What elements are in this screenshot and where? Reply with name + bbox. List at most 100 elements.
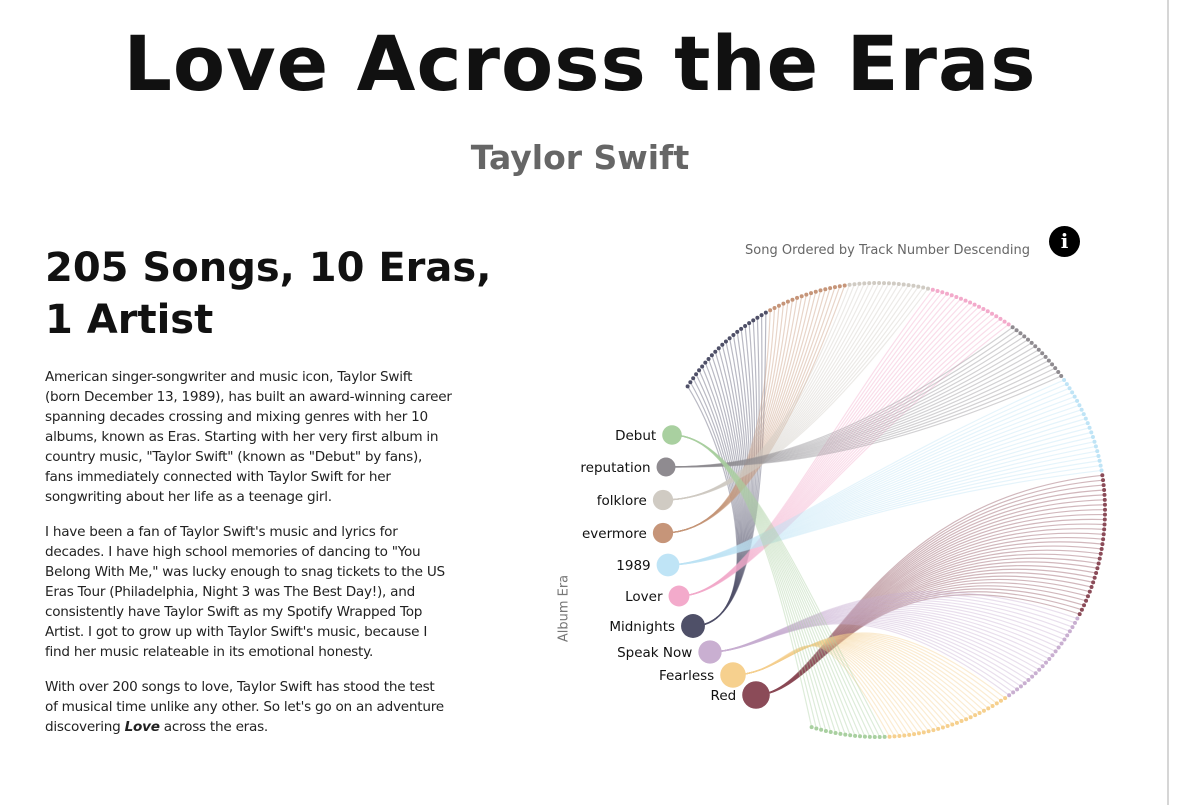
song-dot-speak-now[interactable] — [1075, 616, 1080, 621]
song-dot-debut[interactable] — [882, 734, 887, 739]
song-dot-1989[interactable] — [1062, 377, 1067, 382]
song-dot-red[interactable] — [1077, 612, 1082, 617]
song-dot-fearless[interactable] — [959, 719, 964, 724]
song-dot-speak-now[interactable] — [1037, 667, 1042, 672]
song-dot-red[interactable] — [1101, 478, 1106, 483]
song-dot-midnights[interactable] — [703, 360, 708, 365]
song-dot-speak-now[interactable] — [1033, 671, 1038, 676]
song-dot-red[interactable] — [1092, 575, 1097, 580]
song-dot-midnights[interactable] — [759, 313, 764, 318]
era-node-folklore[interactable] — [652, 489, 674, 511]
song-dot-reputation[interactable] — [1018, 331, 1023, 336]
song-dot-fearless[interactable] — [1003, 696, 1008, 701]
song-dot-debut[interactable] — [872, 734, 877, 739]
song-dot-fearless[interactable] — [968, 715, 973, 720]
song-dot-evermore[interactable] — [790, 297, 795, 302]
song-dot-red[interactable] — [1102, 487, 1107, 492]
song-dot-midnights[interactable] — [713, 349, 718, 354]
song-dot-evermore[interactable] — [823, 287, 828, 292]
era-node-lover[interactable] — [668, 585, 690, 607]
song-dot-debut[interactable] — [814, 726, 819, 731]
song-dot-lover[interactable] — [945, 291, 950, 296]
song-dot-fearless[interactable] — [926, 729, 931, 734]
song-dot-debut[interactable] — [848, 733, 853, 738]
info-circle-icon[interactable]: i — [1049, 226, 1080, 257]
song-dot-lover[interactable] — [958, 296, 963, 301]
song-dot-evermore[interactable] — [828, 286, 833, 291]
song-dot-lover[interactable] — [985, 309, 990, 314]
era-node-1989[interactable] — [656, 553, 680, 577]
song-dot-fearless[interactable] — [916, 731, 921, 736]
song-dot-midnights[interactable] — [700, 364, 705, 369]
song-dot-debut[interactable] — [828, 730, 833, 735]
song-dot-reputation[interactable] — [1033, 344, 1038, 349]
song-dot-1989[interactable] — [1081, 412, 1086, 417]
song-dot-1989[interactable] — [1072, 394, 1077, 399]
song-dot-folklore[interactable] — [847, 282, 852, 287]
song-dot-red[interactable] — [1096, 561, 1101, 566]
song-dot-red[interactable] — [1098, 551, 1103, 556]
song-dot-1989[interactable] — [1079, 407, 1084, 412]
song-dot-reputation[interactable] — [1053, 366, 1058, 371]
song-dot-speak-now[interactable] — [1050, 653, 1055, 658]
song-dot-fearless[interactable] — [931, 728, 936, 733]
song-dot-fearless[interactable] — [981, 708, 986, 713]
song-dot-debut[interactable] — [833, 730, 838, 735]
song-dot-midnights[interactable] — [694, 372, 699, 377]
song-dot-1989[interactable] — [1064, 382, 1069, 387]
song-dot-1989[interactable] — [1087, 425, 1092, 430]
song-dot-evermore[interactable] — [837, 284, 842, 289]
song-dot-midnights[interactable] — [723, 339, 728, 344]
song-dot-folklore[interactable] — [857, 281, 862, 286]
song-dot-red[interactable] — [1102, 522, 1107, 527]
song-dot-midnights[interactable] — [743, 323, 748, 328]
song-dot-evermore[interactable] — [804, 292, 809, 297]
song-dot-red[interactable] — [1095, 566, 1100, 571]
song-dot-reputation[interactable] — [1050, 362, 1055, 367]
song-dot-reputation[interactable] — [1029, 340, 1034, 345]
song-dot-folklore[interactable] — [886, 281, 891, 286]
song-dot-lover[interactable] — [981, 306, 986, 311]
song-dot-folklore[interactable] — [911, 283, 916, 288]
song-dot-1989[interactable] — [1077, 403, 1082, 408]
song-dot-lover[interactable] — [963, 298, 968, 303]
song-dot-evermore[interactable] — [785, 299, 790, 304]
song-dot-evermore[interactable] — [818, 288, 823, 293]
song-dot-red[interactable] — [1100, 542, 1105, 547]
song-dot-lover[interactable] — [994, 314, 999, 319]
song-dot-1989[interactable] — [1089, 430, 1094, 435]
song-dot-midnights[interactable] — [720, 342, 725, 347]
song-dot-1989[interactable] — [1085, 421, 1090, 426]
song-dot-reputation[interactable] — [1010, 325, 1015, 330]
song-dot-midnights[interactable] — [691, 376, 696, 381]
song-dot-lover[interactable] — [1006, 322, 1011, 327]
song-dot-fearless[interactable] — [945, 724, 950, 729]
song-dot-1989[interactable] — [1095, 449, 1100, 454]
song-dot-reputation[interactable] — [1036, 347, 1041, 352]
song-dot-speak-now[interactable] — [1072, 620, 1077, 625]
song-dot-lover[interactable] — [968, 300, 973, 305]
song-dot-1989[interactable] — [1070, 390, 1075, 395]
song-dot-red[interactable] — [1102, 492, 1107, 497]
song-dot-evermore[interactable] — [809, 291, 814, 296]
song-dot-fearless[interactable] — [973, 713, 978, 718]
song-dot-fearless[interactable] — [936, 726, 941, 731]
song-dot-red[interactable] — [1082, 603, 1087, 608]
song-dot-evermore[interactable] — [799, 294, 804, 299]
song-dot-lover[interactable] — [977, 304, 982, 309]
song-dot-red[interactable] — [1102, 502, 1107, 507]
song-dot-folklore[interactable] — [906, 283, 911, 288]
song-dot-fearless[interactable] — [977, 711, 982, 716]
song-dot-speak-now[interactable] — [1026, 677, 1031, 682]
song-dot-red[interactable] — [1091, 580, 1096, 585]
song-dot-speak-now[interactable] — [1053, 649, 1058, 654]
song-dot-speak-now[interactable] — [1022, 681, 1027, 686]
song-dot-folklore[interactable] — [926, 286, 931, 291]
song-dot-folklore[interactable] — [916, 284, 921, 289]
song-dot-lover[interactable] — [930, 287, 935, 292]
song-dot-red[interactable] — [1101, 532, 1106, 537]
song-dot-fearless[interactable] — [907, 732, 912, 737]
song-dot-folklore[interactable] — [891, 281, 896, 286]
song-dot-red[interactable] — [1084, 598, 1089, 603]
song-dot-debut[interactable] — [838, 731, 843, 736]
